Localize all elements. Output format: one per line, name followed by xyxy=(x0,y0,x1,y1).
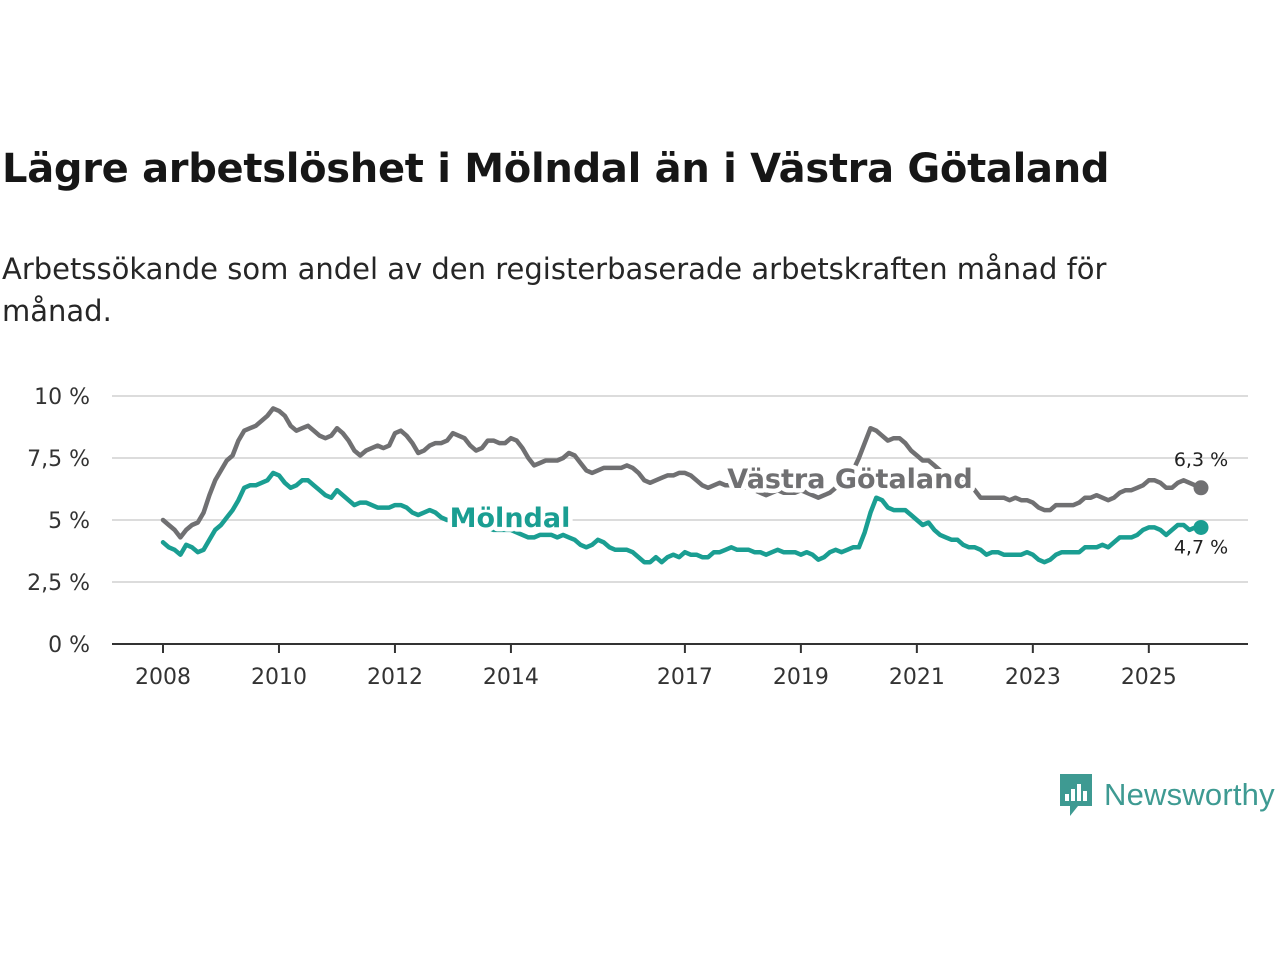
series-end-value-label: 4,7 % xyxy=(1174,536,1228,558)
x-tick-label: 2008 xyxy=(135,665,191,690)
y-tick-label: 7,5 % xyxy=(27,447,90,472)
y-tick-label: 0 % xyxy=(48,633,90,658)
series-layer xyxy=(160,406,1209,565)
series-line-1 xyxy=(160,470,1204,565)
x-tick-label: 2017 xyxy=(657,665,713,690)
y-tick-label: 10 % xyxy=(34,385,90,410)
x-tick-label: 2010 xyxy=(251,665,307,690)
brand-name: Newsworthy xyxy=(1104,777,1275,812)
x-tick-label: 2019 xyxy=(773,665,829,690)
line-chart: 0 % 2,5 % 5 % 7,5 % 10 % 2008 2010 2012 2014 2017… xyxy=(27,385,1248,690)
series-end-value-label: 6,3 % xyxy=(1174,449,1228,471)
brand-logo: Newsworthy xyxy=(1058,772,1275,818)
chart-title: Lägre arbetslöshet i Mölndal än i Västra… xyxy=(2,146,1110,192)
series-label-halo: Västra Götaland xyxy=(727,464,972,495)
newsworthy-logo-icon xyxy=(1060,774,1092,816)
series-label: Västra Götaland xyxy=(727,464,972,495)
grid-layer xyxy=(112,395,1248,583)
chart-subtitle: Arbetssökande som andel av den registerb… xyxy=(2,252,1107,328)
axis-layer: 0 % 2,5 % 5 % 7,5 % 10 % 2008 2010 2012 2014 2017… xyxy=(27,385,1248,690)
series-label-halo: Mölndal xyxy=(450,503,571,534)
y-tick-label: 2,5 % xyxy=(27,571,90,596)
x-tick-label: 2023 xyxy=(1005,665,1061,690)
series-label: Mölndal xyxy=(450,503,571,534)
y-tick-label: 5 % xyxy=(48,509,90,534)
x-tick-label: 2021 xyxy=(889,665,945,690)
series-line-0 xyxy=(160,406,1204,540)
x-tick-label: 2014 xyxy=(483,665,539,690)
series-end-marker xyxy=(1193,480,1209,496)
series-end-marker xyxy=(1193,519,1209,535)
x-tick-label: 2012 xyxy=(367,665,423,690)
x-tick-label: 2025 xyxy=(1121,665,1177,690)
